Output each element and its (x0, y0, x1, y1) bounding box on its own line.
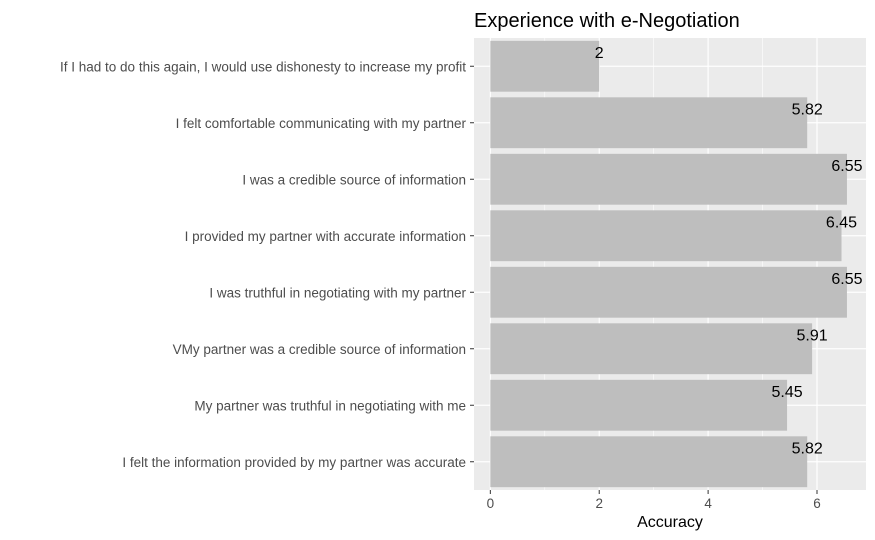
data-label: 5.45 (771, 384, 802, 401)
x-tick-label: 0 (487, 496, 495, 511)
category-label: I provided my partner with accurate info… (185, 229, 466, 244)
category-label: I felt comfortable communicating with my… (176, 116, 467, 131)
bars (490, 40, 847, 488)
data-label: 2 (595, 45, 604, 62)
x-axis-title: Accuracy (637, 514, 703, 531)
category-label: I was truthful in negotiating with my pa… (209, 285, 466, 300)
data-label: 6.55 (831, 158, 862, 175)
data-label: 5.82 (792, 440, 823, 457)
bar (490, 436, 808, 488)
category-label: I was a credible source of information (242, 172, 466, 187)
x-tick-label: 2 (595, 496, 603, 511)
bar (490, 379, 788, 431)
chart-title: Experience with e-Negotiation (474, 10, 740, 32)
y-axis: If I had to do this again, I would use d… (60, 59, 474, 470)
data-label: 5.91 (797, 327, 828, 344)
x-tick-label: 6 (813, 496, 821, 511)
category-label: VMy partner was a credible source of inf… (173, 342, 466, 357)
data-label: 6.45 (826, 214, 857, 231)
bar (490, 266, 847, 318)
x-axis: 0 2 4 6 (487, 490, 821, 511)
bar (490, 323, 813, 375)
x-tick-label: 4 (704, 496, 712, 511)
bar (490, 210, 842, 262)
bar (490, 153, 847, 205)
category-label: My partner was truthful in negotiating w… (194, 398, 466, 413)
category-label: I felt the information provided by my pa… (122, 455, 466, 470)
data-labels: 2 5.82 6.55 6.45 6.55 5.91 5.45 5.82 (595, 45, 863, 458)
category-label: If I had to do this again, I would use d… (60, 59, 466, 74)
data-label: 6.55 (831, 271, 862, 288)
bar (490, 97, 808, 149)
data-label: 5.82 (792, 101, 823, 118)
bar (490, 40, 600, 92)
